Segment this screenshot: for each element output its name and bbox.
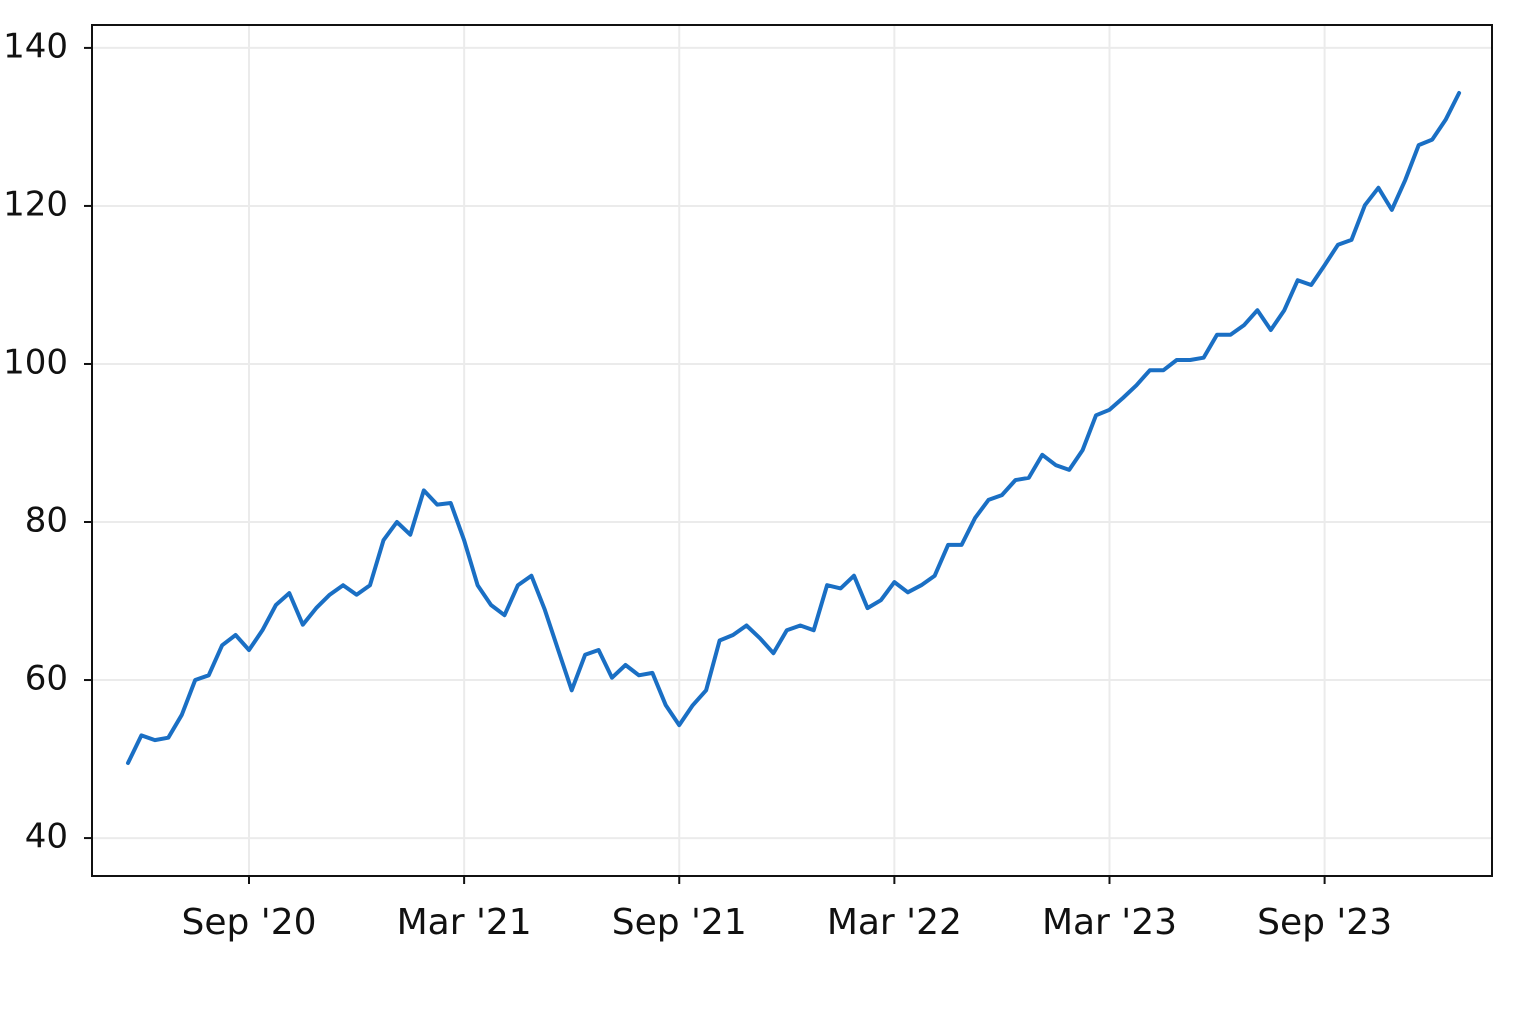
plot-frame <box>91 24 1493 877</box>
y-tick-label: 100 <box>3 342 68 382</box>
y-tick-label: 40 <box>25 817 68 857</box>
x-tick-label: Sep '21 <box>612 902 747 943</box>
x-tick-label: Mar '21 <box>397 902 532 943</box>
x-tick-label: Sep '20 <box>182 902 317 943</box>
data-line <box>126 91 1462 765</box>
x-tick-label: Mar '23 <box>1042 902 1177 943</box>
y-tick-label: 140 <box>3 26 68 66</box>
y-tick-label: 80 <box>25 501 68 541</box>
x-tick-label: Sep '23 <box>1257 902 1392 943</box>
x-tick-label: Mar '22 <box>827 902 962 943</box>
y-tick-label: 120 <box>3 184 68 224</box>
y-tick-label: 60 <box>25 659 68 699</box>
